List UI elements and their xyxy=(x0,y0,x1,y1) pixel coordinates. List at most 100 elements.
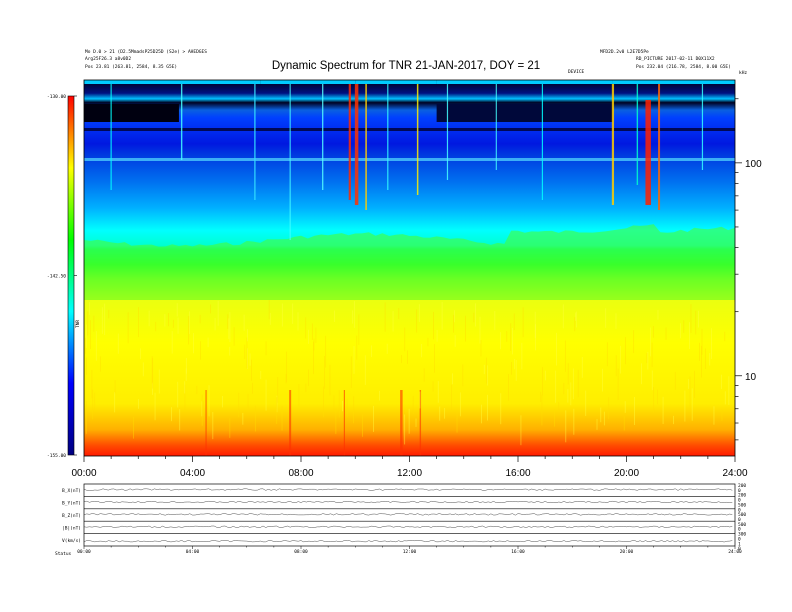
texture-stroke xyxy=(434,343,435,373)
panel-right-tick: 300 xyxy=(738,532,746,538)
texture-stroke xyxy=(520,415,522,446)
texture-stroke xyxy=(665,327,667,340)
texture-stroke xyxy=(247,348,248,369)
texture-stroke xyxy=(720,374,722,389)
spectral-streak xyxy=(387,84,389,190)
texture-stroke xyxy=(313,338,315,351)
panel-right-tick: 0 xyxy=(738,498,741,504)
texture-stroke xyxy=(164,314,166,327)
texture-stroke xyxy=(269,312,271,325)
texture-stroke xyxy=(358,314,360,345)
texture-stroke xyxy=(574,317,576,332)
texture-stroke xyxy=(515,359,517,381)
panel-right-tick: 200 xyxy=(738,493,746,499)
texture-stroke xyxy=(451,384,452,411)
texture-stroke xyxy=(214,317,216,331)
spectral-streak xyxy=(348,84,351,200)
chart-title: Dynamic Spectrum for TNR 21-JAN-2017, DO… xyxy=(272,60,540,72)
panel-trace xyxy=(83,500,733,503)
texture-stroke xyxy=(558,402,560,411)
panel-right-tick: 500 xyxy=(738,522,746,528)
texture-stroke xyxy=(138,307,139,338)
texture-stroke xyxy=(650,327,651,357)
texture-stroke xyxy=(691,388,693,421)
spectral-burst xyxy=(205,390,207,456)
texture-stroke xyxy=(408,408,410,434)
texture-stroke xyxy=(689,376,691,409)
texture-stroke xyxy=(673,415,674,425)
texture-stroke xyxy=(114,380,116,394)
spectral-streak xyxy=(289,84,291,240)
texture-stroke xyxy=(254,405,256,432)
panel-trace xyxy=(83,525,733,528)
spectral-streak xyxy=(110,84,112,190)
texture-stroke xyxy=(217,300,219,326)
texture-stroke xyxy=(356,335,358,360)
panel-label: B_Z(nT) xyxy=(62,513,81,519)
texture-stroke xyxy=(699,342,700,361)
texture-stroke xyxy=(133,416,134,439)
texture-stroke xyxy=(210,304,211,314)
spectral-burst xyxy=(400,390,403,456)
texture-stroke xyxy=(151,356,153,384)
texture-stroke xyxy=(85,337,86,354)
texture-stroke xyxy=(734,301,735,311)
texture-stroke xyxy=(384,302,386,332)
spectrogram xyxy=(84,80,735,456)
texture-stroke xyxy=(398,307,400,320)
texture-stroke xyxy=(177,317,179,334)
texture-stroke xyxy=(329,364,331,396)
green-band xyxy=(84,224,735,300)
texture-stroke xyxy=(418,304,420,322)
texture-stroke xyxy=(453,314,455,333)
panel-label: V(km/s) xyxy=(62,538,81,544)
texture-stroke xyxy=(338,390,340,418)
texture-stroke xyxy=(651,370,653,391)
header-left-line1: Mo D.0 > 21 (D2.5MmadsP25D25D (S2e) > AH… xyxy=(85,49,207,55)
texture-stroke xyxy=(465,315,466,342)
spectral-streak xyxy=(416,84,419,195)
texture-stroke xyxy=(419,391,421,409)
texture-stroke xyxy=(192,333,194,354)
texture-stroke xyxy=(570,382,572,406)
panel-right-tick: 0 xyxy=(738,546,741,552)
header-right-corner: kHz xyxy=(739,70,747,76)
texture-stroke xyxy=(108,309,110,319)
texture-stroke xyxy=(513,313,515,331)
texture-stroke xyxy=(512,327,513,355)
texture-stroke xyxy=(185,357,187,374)
texture-stroke xyxy=(514,358,516,370)
spectrum-band xyxy=(518,80,613,84)
texture-stroke xyxy=(544,370,546,381)
texture-stroke xyxy=(244,344,246,360)
texture-stroke xyxy=(437,381,439,403)
texture-stroke xyxy=(276,397,278,424)
texture-stroke xyxy=(709,353,711,366)
y-tick-label: 100 xyxy=(745,159,762,170)
texture-stroke xyxy=(171,407,172,422)
texture-stroke xyxy=(421,344,423,358)
texture-stroke xyxy=(152,382,154,395)
texture-stroke xyxy=(724,391,726,405)
texture-stroke xyxy=(188,316,190,345)
texture-stroke xyxy=(444,408,446,419)
colorbar xyxy=(67,95,75,456)
texture-stroke xyxy=(541,394,543,426)
texture-stroke xyxy=(207,337,209,348)
texture-stroke xyxy=(189,311,190,335)
texture-stroke xyxy=(154,392,156,421)
panel-right-tick: 1 xyxy=(738,541,741,547)
texture-stroke xyxy=(432,381,434,392)
spectral-streak xyxy=(365,84,367,210)
spectral-burst xyxy=(419,390,422,456)
texture-stroke xyxy=(324,356,326,389)
texture-stroke xyxy=(572,368,574,400)
texture-stroke xyxy=(196,385,198,395)
texture-stroke xyxy=(605,308,607,328)
header-left-line2: Arg25F26.3 a8v0D2 xyxy=(85,56,131,62)
texture-stroke xyxy=(479,316,481,344)
texture-stroke xyxy=(617,368,619,401)
spectral-burst xyxy=(343,390,345,456)
texture-stroke xyxy=(567,389,569,403)
panel-status-label: Status xyxy=(55,551,72,557)
